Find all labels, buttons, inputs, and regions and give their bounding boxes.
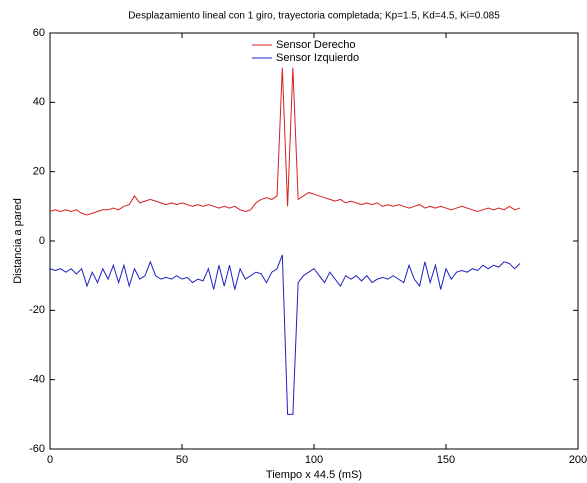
- y-tick-label: -60: [29, 443, 45, 455]
- x-tick-label: 0: [47, 454, 53, 466]
- y-tick-label: -40: [29, 374, 45, 386]
- x-tick-label: 150: [437, 454, 455, 466]
- y-tick-label: 60: [33, 27, 45, 39]
- series-line: [49, 67, 521, 216]
- x-tick-label: 50: [176, 454, 188, 466]
- legend-label: Sensor Izquierdo: [276, 52, 359, 64]
- y-tick-label: 40: [33, 96, 45, 108]
- series-line: [49, 254, 521, 415]
- chart-title: Desplazamiento lineal con 1 giro, trayec…: [128, 11, 500, 22]
- x-tick-label: 100: [305, 454, 323, 466]
- legend-label: Sensor Derecho: [276, 39, 356, 51]
- x-tick-label: 200: [569, 454, 587, 466]
- x-axis-label: Tiempo x 44.5 (mS): [266, 469, 362, 481]
- y-tick-label: -20: [29, 304, 45, 316]
- y-tick-label: 0: [39, 235, 45, 247]
- y-axis-label: Distancia a pared: [12, 198, 24, 284]
- plot-frame: [49, 32, 579, 450]
- y-tick-label: 20: [33, 166, 45, 178]
